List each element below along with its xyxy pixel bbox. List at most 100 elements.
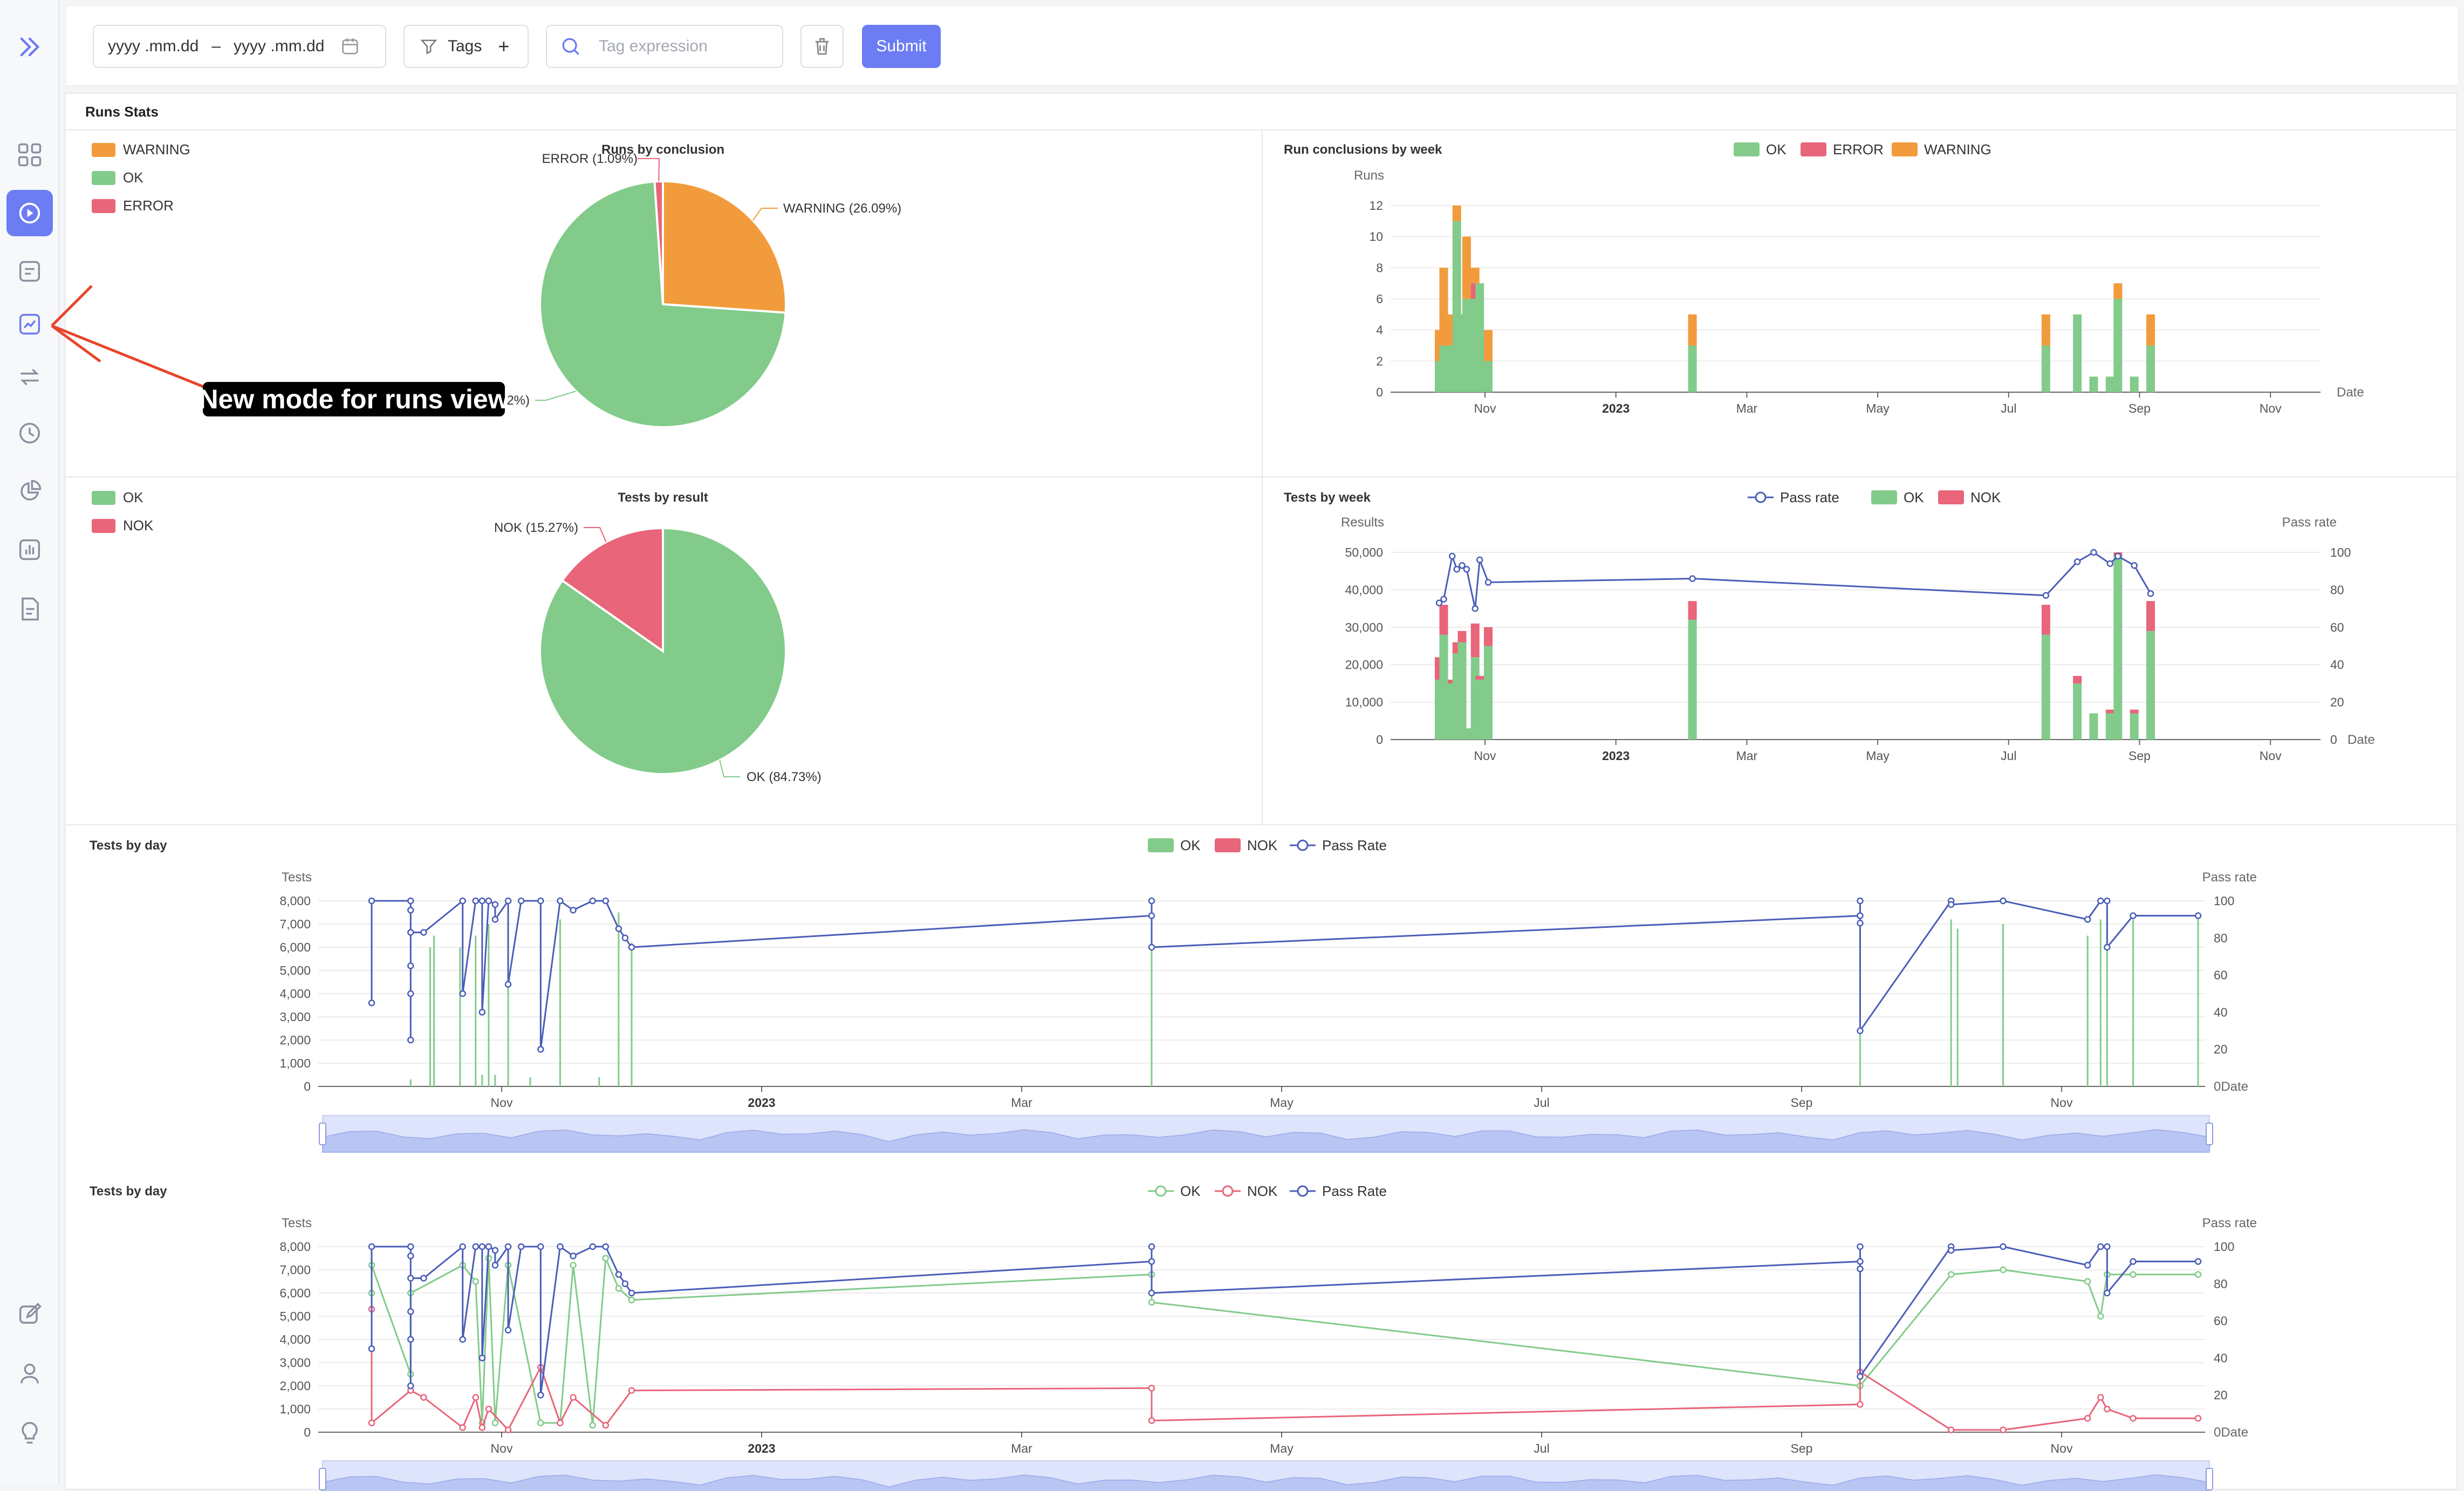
run-week-bar-warning	[2041, 314, 2050, 346]
tests-week-y-tick: 20,000	[1345, 658, 1383, 672]
tests-day-bar-ok	[1950, 919, 1952, 1086]
tests-day-lines-pass-rate-point	[491, 1262, 499, 1269]
tests-day-bars-legend-item: OK	[1148, 837, 1201, 853]
tests-week-bar-nok	[2105, 709, 2114, 714]
run-week-legend-swatch	[1734, 142, 1760, 156]
bar-chart-icon	[19, 539, 40, 560]
tests-day-bars-y-tick: 8,000	[279, 894, 311, 908]
tests-week-bar-ok	[2146, 631, 2155, 740]
tests-day-lines-legend-label: Pass Rate	[1322, 1183, 1387, 1199]
tests-week-pass-rate-point	[1484, 579, 1492, 586]
tests-day-bar-ok	[488, 924, 490, 1086]
tests-day-bars-pass-rate-point	[407, 906, 414, 914]
sidebar-item-report[interactable]	[6, 586, 53, 632]
sidebar-item-compare[interactable]	[6, 354, 53, 400]
tests-day-lines-y2-tick: 100	[2214, 1240, 2234, 1254]
tests-day-lines-ok-point	[472, 1278, 480, 1285]
tests-day-lines-pass-rate-point	[504, 1326, 512, 1334]
tests-week-y-tick: 40,000	[1345, 583, 1383, 597]
search-icon	[562, 38, 579, 55]
sidebar-item-runs[interactable]	[6, 190, 53, 236]
sidebar-item-list[interactable]	[6, 248, 53, 295]
sidebar-item-tips[interactable]	[6, 1410, 53, 1456]
tests-day-lines-pass-rate-point	[557, 1243, 564, 1250]
tests-week-y-axis-name: Results	[1341, 515, 1384, 530]
tests-day-lines-nok-point	[420, 1394, 427, 1401]
date-from-input[interactable]: yyyy .mm.dd	[108, 37, 199, 55]
runs-pie-slice-label: WARNING (26.09%)	[783, 201, 901, 216]
sidebar-item-bar-chart[interactable]	[6, 526, 53, 573]
tests-week-bar-ok	[1462, 728, 1471, 740]
tests-week-y2-tick: 100	[2330, 545, 2351, 559]
submit-button[interactable]: Submit	[862, 25, 941, 68]
runs-pie-legend-label: OK	[123, 169, 143, 186]
sidebar-item-chart-mode[interactable]	[6, 301, 53, 347]
tests-day-bars-x-tick: Jul	[1534, 1096, 1549, 1110]
tests-day-lines-nok-point	[602, 1421, 610, 1429]
run-week-bar-warning	[1484, 330, 1493, 361]
tests-week-pass-rate-point	[1440, 596, 1447, 603]
tests-day-lines-nok-point	[1857, 1401, 1864, 1408]
tests-day-lines-legend-marker	[1222, 1185, 1234, 1197]
tests-day-bars-zoom-slider[interactable]	[319, 1115, 2213, 1153]
tests-pie-legend-label: NOK	[123, 517, 154, 534]
tag-expression-input[interactable]: Tag expression	[599, 37, 708, 55]
tests-day-bars-pass-rate-point	[517, 897, 525, 905]
tests-week-bar-nok	[2146, 601, 2155, 631]
sidebar-item-pie[interactable]	[6, 468, 53, 515]
date-to-input[interactable]: yyyy .mm.dd	[234, 37, 325, 55]
tests-day-bars-legend-label: Pass Rate	[1322, 837, 1387, 853]
run-week-y-tick: 4	[1376, 323, 1383, 337]
history-clock-icon	[19, 422, 40, 444]
tests-day-bar-ok	[507, 919, 509, 1086]
tests-day-lines-legend-marker	[1297, 1185, 1309, 1197]
runs-pie-legend-item: OK	[92, 169, 143, 186]
tests-day-lines-zoom-slider[interactable]	[319, 1460, 2213, 1491]
pie-chart-icon	[20, 480, 42, 501]
tests-week-bar-ok	[2089, 713, 2098, 740]
tests-day-lines-ok-point	[537, 1419, 544, 1427]
tests-day-lines-pass-rate-point	[517, 1243, 525, 1250]
calendar-icon[interactable]	[339, 36, 361, 57]
run-week-bar-warning	[1462, 236, 1471, 299]
tests-week-bar-ok	[2041, 634, 2050, 740]
tests-day-lines-ok-point	[491, 1419, 499, 1427]
clear-filters-button[interactable]	[800, 25, 844, 68]
date-range-picker[interactable]: yyyy .mm.dd – yyyy .mm.dd	[93, 25, 386, 68]
sidebar-item-dashboard[interactable]	[6, 132, 53, 178]
tests-week-bar-nok	[1448, 679, 1457, 683]
runs-pie-slice-warning	[662, 180, 787, 314]
tags-add-icon: +	[498, 35, 510, 57]
tests-pie-slice-label: OK (84.73%)	[747, 770, 822, 784]
tests-day-bars-x-tick: Sep	[1791, 1096, 1813, 1110]
sidebar-item-account[interactable]	[6, 1351, 53, 1397]
tests-day-bar-ok	[2002, 924, 2004, 1086]
tests-day-bar-ok	[2099, 919, 2102, 1086]
tests-day-lines-pass-rate-point	[407, 1252, 414, 1260]
sidebar-item-edit[interactable]	[6, 1291, 53, 1338]
run-week-bar-warning	[1688, 314, 1697, 346]
tests-day-bars-y2-tick: 100	[2214, 894, 2234, 908]
tests-day-lines-pass-rate-point	[491, 1247, 499, 1254]
tests-day-lines-pass-rate-point	[537, 1391, 544, 1399]
tag-expression-field[interactable]: Tag expression	[546, 25, 783, 68]
expand-sidebar-button[interactable]	[6, 24, 53, 70]
tests-day-lines-legend-item: NOK	[1215, 1183, 1278, 1199]
tests-day-lines-nok-point	[504, 1426, 512, 1433]
sidebar-item-history[interactable]	[6, 410, 53, 456]
tests-day-lines-pass-rate-point	[1857, 1258, 1864, 1265]
tests-day-lines-y-tick: 0	[304, 1425, 311, 1439]
run-week-x-tick: Jul	[2001, 401, 2016, 415]
run-week-bar-warning	[2113, 283, 2123, 299]
tags-filter-button[interactable]: Tags +	[403, 25, 529, 68]
tests-week-title: Tests by week	[1284, 490, 1371, 505]
tests-pie-legend-swatch	[92, 519, 115, 533]
lightbulb-icon	[22, 1422, 38, 1444]
tests-week-bar-ok	[2073, 683, 2082, 740]
tests-day-lines-pass-rate-point	[1148, 1243, 1155, 1250]
tests-day-lines-zoom-handle-left	[319, 1468, 326, 1490]
tests-week-pass-rate-point	[2042, 592, 2050, 599]
tests-day-bars-pass-rate-point	[491, 916, 499, 923]
tests-week-bar-ok	[1439, 634, 1448, 740]
tests-day-bar-ok	[2197, 912, 2199, 1086]
